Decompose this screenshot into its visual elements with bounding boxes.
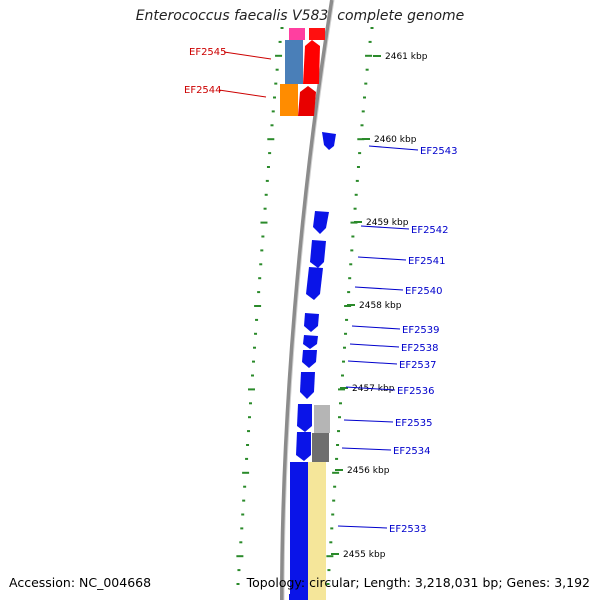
- tick-ring-scale: [326, 27, 374, 585]
- gene-label-ef2543: EF2543: [420, 146, 458, 157]
- gene-label-ef2536: EF2536: [397, 386, 435, 397]
- gene-label-ef2534: EF2534: [393, 446, 431, 457]
- accession-text: Accession: NC_004668: [9, 575, 152, 590]
- leader-line: [351, 325, 401, 330]
- scale-label: 2460 kbp: [374, 135, 417, 145]
- leader-line: [349, 343, 400, 348]
- gene-label-ef2544: EF2544: [184, 85, 222, 96]
- gene-block-ef2533[interactable]: [290, 462, 308, 600]
- gene-label-ef2541: EF2541: [408, 256, 446, 267]
- scale-label: 2455 kbp: [343, 550, 386, 560]
- gene-arrow-blue-b[interactable]: [296, 432, 311, 461]
- gene-label-ef2535: EF2535: [395, 418, 433, 429]
- gene-arrow-ef2539[interactable]: [304, 313, 319, 332]
- leader-line: [347, 360, 398, 365]
- leader-line: [357, 256, 407, 261]
- genome-summary-text: Topology: circular; Length: 3,218,031 bp…: [246, 575, 590, 590]
- leader-line: [368, 145, 419, 151]
- gene-label-ef2538: EF2538: [401, 343, 439, 354]
- gene-label-ef2542: EF2542: [411, 225, 449, 236]
- gene-block-blue-bottom[interactable]: [289, 594, 302, 600]
- leader-line: [345, 386, 396, 391]
- gene-arrow-ef2541[interactable]: [310, 240, 326, 268]
- gene-block-pink[interactable]: [289, 28, 305, 40]
- leader-line: [354, 286, 404, 291]
- gene-arrow-ef2543[interactable]: [322, 132, 336, 150]
- gene-arrow-red-1[interactable]: [303, 40, 320, 84]
- gene-label-ef2539: EF2539: [402, 325, 440, 336]
- gene-block-ef2545[interactable]: [285, 40, 303, 84]
- genome-backbone: [280, 0, 334, 600]
- tick-ring-outer: [236, 27, 284, 585]
- leader-line: [360, 225, 410, 230]
- gene-arrow-red-2[interactable]: [298, 86, 316, 116]
- gene-arrow-ef2542[interactable]: [313, 211, 329, 234]
- gene-label-ef2533: EF2533: [389, 524, 427, 535]
- gene-block-ef2544[interactable]: [280, 84, 298, 116]
- gene-block-yellow[interactable]: [308, 462, 326, 600]
- gene-arrow-ef2538[interactable]: [303, 335, 318, 349]
- gene-labels: EF2545 EF2544 EF2543 EF2542 EF2541 EF2540 EF25…: [184, 47, 458, 535]
- gene-arrow-blue-a[interactable]: [297, 404, 312, 432]
- leader-line: [218, 89, 267, 98]
- genome-backbone-highlight: [283, 0, 335, 600]
- leader-line: [341, 447, 392, 451]
- gene-arrow-ef2537[interactable]: [302, 350, 317, 368]
- gene-block-ef2534[interactable]: [312, 433, 329, 462]
- leader-line: [223, 51, 272, 60]
- gene-label-ef2545: EF2545: [189, 47, 227, 58]
- gene-block-ef2535[interactable]: [314, 405, 330, 433]
- gene-label-ef2537: EF2537: [399, 360, 437, 371]
- leader-line: [343, 419, 394, 423]
- scale-label: 2461 kbp: [385, 52, 428, 62]
- gene-arrow-ef2540[interactable]: [306, 267, 323, 300]
- scale-label: 2456 kbp: [347, 466, 390, 476]
- scale-label: 2458 kbp: [359, 301, 402, 311]
- leader-line: [337, 525, 388, 529]
- scale-label: 2459 kbp: [366, 218, 409, 228]
- gene-block-red-top[interactable]: [309, 28, 325, 40]
- gene-arrow-ef2536[interactable]: [300, 372, 315, 399]
- gene-label-ef2540: EF2540: [405, 286, 443, 297]
- page-title: Enterococcus faecalis V583, complete gen…: [135, 8, 465, 24]
